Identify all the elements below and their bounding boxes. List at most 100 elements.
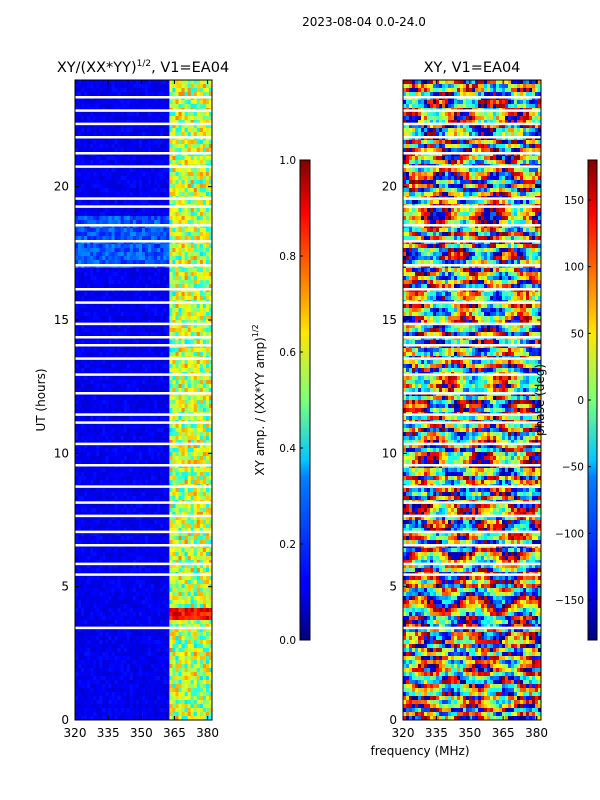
amplitude-cell — [93, 400, 97, 405]
amplitude-cell — [135, 348, 140, 353]
amplitude-cell — [166, 496, 170, 501]
amplitude-cell — [154, 456, 158, 461]
amplitude-cell — [111, 200, 115, 205]
amplitude-cell — [114, 332, 119, 337]
amplitude-cell — [135, 476, 140, 481]
amplitude-cell — [148, 244, 152, 249]
amplitude-cell — [138, 128, 143, 133]
amplitude-cell — [132, 512, 137, 517]
amplitude-cell — [120, 104, 125, 109]
amplitude-cell — [138, 496, 143, 501]
amplitude-cell — [117, 504, 122, 509]
amplitude-cell — [205, 348, 210, 353]
amplitude-cell — [111, 376, 115, 381]
amplitude-cell — [132, 488, 137, 493]
amplitude-cell — [157, 328, 161, 333]
amplitude-cell — [126, 140, 131, 145]
amplitude-cell — [129, 304, 134, 309]
amplitude-cell — [181, 436, 185, 441]
amplitude-cell — [135, 256, 140, 261]
amplitude-cell — [154, 232, 158, 237]
amplitude-cell — [138, 272, 143, 277]
amplitude-cell — [132, 456, 137, 461]
amplitude-cell — [87, 112, 91, 117]
amplitude-cell — [102, 380, 106, 385]
amplitude-cell — [202, 148, 207, 153]
amplitude-cell — [166, 252, 170, 257]
amplitude-cell — [108, 156, 112, 161]
amplitude-cell — [163, 244, 167, 249]
amplitude-cell — [93, 252, 97, 257]
amplitude-cell — [105, 84, 109, 89]
amplitude-cell — [154, 396, 158, 401]
amplitude-cell — [75, 176, 79, 181]
amplitude-cell — [135, 436, 140, 441]
amplitude-cell — [190, 400, 195, 405]
amplitude-cell — [187, 360, 192, 365]
amplitude-cell — [117, 132, 122, 137]
amplitude-cell — [193, 124, 198, 129]
amplitude-cell — [145, 192, 149, 197]
amplitude-cell — [148, 396, 152, 401]
amplitude-cell — [99, 276, 103, 281]
amplitude-cell — [181, 140, 185, 145]
amplitude-cell — [187, 132, 192, 137]
amplitude-cell — [148, 284, 152, 289]
amplitude-cell — [78, 208, 82, 213]
amplitude-cell — [208, 172, 212, 177]
amplitude-cell — [111, 308, 115, 313]
amplitude-cell — [178, 508, 182, 513]
amplitude-cell — [84, 260, 88, 265]
amplitude-cell — [93, 424, 97, 429]
amplitude-cell — [175, 400, 179, 405]
amplitude-cell — [205, 480, 210, 485]
amplitude-cell — [135, 132, 140, 137]
amplitude-cell — [105, 244, 109, 249]
amplitude-cell — [108, 260, 112, 265]
amplitude-cell — [154, 280, 158, 285]
amplitude-cell — [187, 432, 192, 437]
amplitude-cell — [90, 384, 94, 389]
amplitude-cell — [141, 128, 146, 133]
amplitude-cell — [87, 268, 91, 273]
amplitude-cell — [96, 476, 100, 481]
amplitude-cell — [205, 180, 210, 185]
amplitude-cell — [208, 364, 212, 369]
amplitude-cell — [154, 516, 158, 521]
amplitude-cell — [148, 364, 152, 369]
amplitude-cell — [96, 492, 100, 497]
amplitude-cell — [75, 208, 79, 213]
amplitude-cell — [123, 320, 128, 325]
amplitude-cell — [181, 332, 185, 337]
amplitude-cell — [141, 244, 146, 249]
amplitude-cell — [145, 492, 149, 497]
amplitude-cell — [157, 400, 161, 405]
amplitude-cell — [114, 460, 119, 465]
amplitude-cell — [199, 296, 204, 301]
amplitude-cell — [93, 472, 97, 477]
amplitude-cell — [181, 516, 185, 521]
amplitude-cell — [114, 88, 119, 93]
amplitude-cell — [178, 476, 182, 481]
amplitude-cell — [102, 132, 106, 137]
amplitude-cell — [154, 364, 158, 369]
amplitude-cell — [199, 184, 204, 189]
amplitude-cell — [145, 508, 149, 513]
amplitude-cell — [172, 376, 176, 381]
amplitude-cell — [193, 212, 198, 217]
amplitude-cell — [75, 260, 79, 265]
amplitude-cell — [202, 428, 207, 433]
amplitude-cell — [157, 92, 161, 97]
amplitude-cell — [172, 120, 176, 125]
amplitude-cell — [93, 384, 97, 389]
amplitude-cell — [184, 220, 189, 225]
amplitude-cell — [190, 440, 195, 445]
amplitude-cell — [132, 448, 137, 453]
amplitude-cell — [90, 404, 94, 409]
amplitude-cell — [202, 516, 207, 521]
amplitude-cell — [202, 272, 207, 277]
amplitude-cell — [205, 124, 210, 129]
amplitude-cell — [129, 508, 134, 513]
amplitude-cell — [163, 184, 167, 189]
amplitude-cell — [108, 120, 112, 125]
